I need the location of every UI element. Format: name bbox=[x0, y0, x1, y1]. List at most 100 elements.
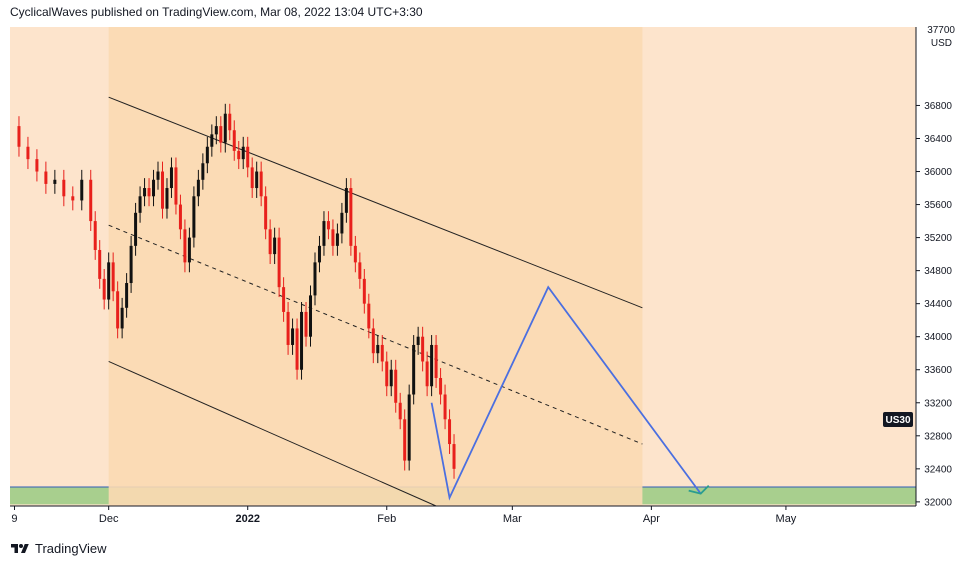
y-tick-label: 35600 bbox=[924, 200, 952, 211]
candle-body bbox=[264, 196, 268, 230]
candle-body bbox=[430, 344, 434, 387]
candle-body bbox=[282, 287, 286, 312]
candle-body bbox=[250, 167, 254, 189]
channel-lower-line bbox=[108, 361, 437, 507]
candle-body bbox=[394, 369, 398, 403]
y-tick-label: 36800 bbox=[924, 101, 952, 112]
y-tick-label: 34000 bbox=[924, 332, 952, 343]
y-tick-label: 32000 bbox=[924, 497, 952, 508]
candle-body bbox=[407, 394, 411, 461]
candle-body bbox=[219, 126, 223, 143]
x-tick-label: Apr bbox=[643, 513, 660, 525]
candle-body bbox=[80, 179, 84, 201]
candle-body bbox=[53, 179, 57, 184]
candle-body bbox=[425, 361, 429, 387]
candle-body bbox=[107, 262, 111, 300]
candle-body bbox=[344, 188, 348, 213]
y-tick-label: 34400 bbox=[924, 299, 952, 310]
candle-body bbox=[71, 196, 75, 201]
candle-body bbox=[385, 361, 389, 387]
currency-label: USD bbox=[931, 38, 952, 49]
candle-body bbox=[223, 113, 227, 143]
x-tick-label: May bbox=[776, 513, 797, 525]
candle-body bbox=[232, 130, 236, 151]
channel-shading bbox=[108, 27, 643, 506]
candle-body bbox=[237, 150, 241, 160]
candle-body bbox=[156, 171, 160, 180]
candle-body bbox=[241, 146, 245, 160]
candles bbox=[17, 103, 456, 479]
channel-lines bbox=[108, 96, 643, 507]
candle-body bbox=[335, 233, 339, 246]
candle-body bbox=[102, 278, 106, 300]
y-tick-label: 32400 bbox=[924, 464, 952, 475]
channel-midline bbox=[108, 224, 643, 445]
candle-body bbox=[313, 262, 317, 296]
candle-body bbox=[169, 167, 173, 189]
candle-body bbox=[421, 336, 425, 362]
candle-body bbox=[326, 221, 330, 230]
projection-arrowhead bbox=[688, 484, 710, 495]
candle-body bbox=[300, 311, 304, 370]
candle-body bbox=[291, 328, 295, 345]
candle-body bbox=[349, 188, 353, 246]
channel-shade-rect bbox=[108, 27, 643, 506]
y-tick-label: 35200 bbox=[924, 233, 952, 244]
candle-body bbox=[295, 328, 299, 370]
x-tick-label: Feb bbox=[377, 513, 396, 525]
candle-body bbox=[129, 245, 133, 284]
candle-body bbox=[416, 336, 420, 345]
x-tick-label: Dec bbox=[99, 513, 119, 525]
candle-body bbox=[353, 245, 357, 263]
candle-body bbox=[398, 402, 402, 420]
candle-body bbox=[93, 221, 97, 250]
y-tick-label: 34800 bbox=[924, 266, 952, 277]
candle-body bbox=[380, 344, 384, 362]
candle-body bbox=[367, 303, 371, 329]
candle-body bbox=[210, 134, 214, 147]
candle-body bbox=[120, 307, 124, 329]
candle-body bbox=[268, 229, 272, 255]
candle-body bbox=[17, 126, 21, 147]
candle-body bbox=[192, 196, 196, 238]
y-tick-label: 33600 bbox=[924, 365, 952, 376]
candle-body bbox=[439, 377, 443, 395]
candle-body bbox=[273, 237, 277, 255]
footer-brand-name: TradingView bbox=[35, 541, 107, 556]
y-tick-label: 33200 bbox=[924, 398, 952, 409]
y-tick-label: 36000 bbox=[924, 167, 952, 178]
candle-body bbox=[143, 188, 147, 197]
candle-body bbox=[277, 237, 281, 288]
channel-upper-line bbox=[108, 96, 643, 309]
candle-body bbox=[322, 221, 326, 246]
x-tick-label: 2022 bbox=[235, 513, 259, 525]
x-tick-label: Mar bbox=[503, 513, 522, 525]
candle-body bbox=[35, 159, 39, 172]
candle-body bbox=[362, 278, 366, 304]
candle-body bbox=[134, 212, 138, 246]
candle-body bbox=[448, 419, 452, 445]
footer-branding: TradingView bbox=[10, 541, 107, 556]
candle-body bbox=[317, 245, 321, 263]
candle-body bbox=[178, 204, 182, 230]
candle-body bbox=[255, 171, 259, 189]
projection-path bbox=[430, 285, 710, 501]
candle-body bbox=[174, 167, 178, 205]
candle-body bbox=[116, 291, 120, 329]
tradingview-logo-icon bbox=[11, 543, 29, 553]
candle-body bbox=[403, 419, 407, 461]
candle-body bbox=[304, 311, 308, 337]
candle-body bbox=[259, 171, 263, 197]
candle-body bbox=[111, 262, 115, 292]
candle-body bbox=[201, 163, 205, 180]
y-tick-label: 36400 bbox=[924, 134, 952, 145]
candle-body bbox=[165, 188, 169, 209]
y-axis-top-label: 37700 bbox=[927, 25, 955, 36]
x-axis: 9 Dec 2022 Feb Mar Apr May bbox=[11, 506, 797, 525]
candle-body bbox=[434, 344, 438, 378]
candle-body bbox=[183, 229, 187, 263]
candle-body bbox=[340, 212, 344, 234]
candle-body bbox=[26, 146, 30, 160]
